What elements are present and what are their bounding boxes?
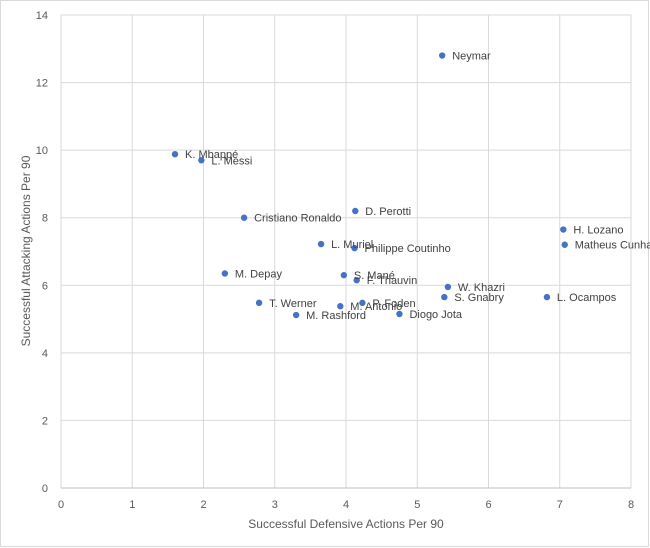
data-point xyxy=(351,244,358,252)
data-label: Philippe Coutinho xyxy=(365,243,451,255)
data-label: P. Foden xyxy=(372,298,415,310)
x-tick-label: 6 xyxy=(485,499,491,511)
y-tick-label: 6 xyxy=(42,280,48,292)
x-axis-title: Successful Defensive Actions Per 90 xyxy=(248,517,444,531)
data-point xyxy=(441,293,448,301)
x-tick-label: 3 xyxy=(272,499,278,511)
y-tick-label: 10 xyxy=(36,145,48,157)
data-point xyxy=(543,293,551,301)
data-point xyxy=(198,157,205,164)
data-label: F. Thauvin xyxy=(367,275,418,287)
axes xyxy=(60,15,631,489)
data-label: Neymar xyxy=(452,51,491,63)
data-label: L. Messi xyxy=(211,155,252,167)
data-point xyxy=(396,310,403,318)
data-label: T. Werner xyxy=(269,298,317,310)
data-point xyxy=(337,303,344,310)
y-tick-label: 14 xyxy=(36,10,48,22)
data-label: M. Antonio xyxy=(350,301,402,313)
data-point xyxy=(359,299,366,307)
data-label: Matheus Cunha xyxy=(575,240,650,252)
data-point xyxy=(560,226,567,233)
x-tick-label: 5 xyxy=(414,499,420,511)
data-label: D. Perotti xyxy=(365,206,411,218)
data-label: H. Lozano xyxy=(573,225,623,237)
y-tick-label: 12 xyxy=(36,78,48,90)
data-label: K. Mbappé xyxy=(185,149,238,161)
gridlines xyxy=(60,14,632,489)
data-point xyxy=(221,270,229,277)
data-point xyxy=(340,271,348,279)
data-point xyxy=(317,240,325,248)
y-tick-label: 4 xyxy=(42,348,48,360)
y-tick-label: 8 xyxy=(42,213,48,225)
y-tick-label: 2 xyxy=(42,415,48,427)
x-tick-label: 8 xyxy=(628,499,634,511)
data-label: W. Khazri xyxy=(458,282,505,294)
x-tick-label: 0 xyxy=(58,499,64,511)
x-tick-label: 2 xyxy=(200,499,206,511)
data-label: L. Ocampos xyxy=(557,292,617,304)
data-point xyxy=(171,150,179,158)
x-tick-label: 7 xyxy=(557,499,563,511)
data-label: M. Rashford xyxy=(306,310,366,322)
data-label: Cristiano Ronaldo xyxy=(254,213,341,225)
data-label: S. Gnabry xyxy=(454,292,504,304)
x-tick-label: 1 xyxy=(129,499,135,511)
data-point xyxy=(438,52,446,59)
data-point xyxy=(240,214,248,221)
y-axis-title: Successful Attacking Actions Per 90 xyxy=(19,155,33,346)
y-tick-label: 0 xyxy=(42,483,48,495)
data-label: M. Depay xyxy=(235,268,283,280)
data-label: Diogo Jota xyxy=(409,309,462,321)
x-tick-label: 4 xyxy=(343,499,349,511)
data-label: L. Muriel xyxy=(331,239,373,251)
data-label: S. Mané xyxy=(354,270,395,282)
data-point xyxy=(353,277,360,284)
data-point xyxy=(292,311,300,319)
data-point xyxy=(561,241,568,248)
data-point xyxy=(255,299,263,307)
data-point xyxy=(444,283,452,291)
data-point xyxy=(352,207,359,215)
data-points xyxy=(171,52,568,319)
